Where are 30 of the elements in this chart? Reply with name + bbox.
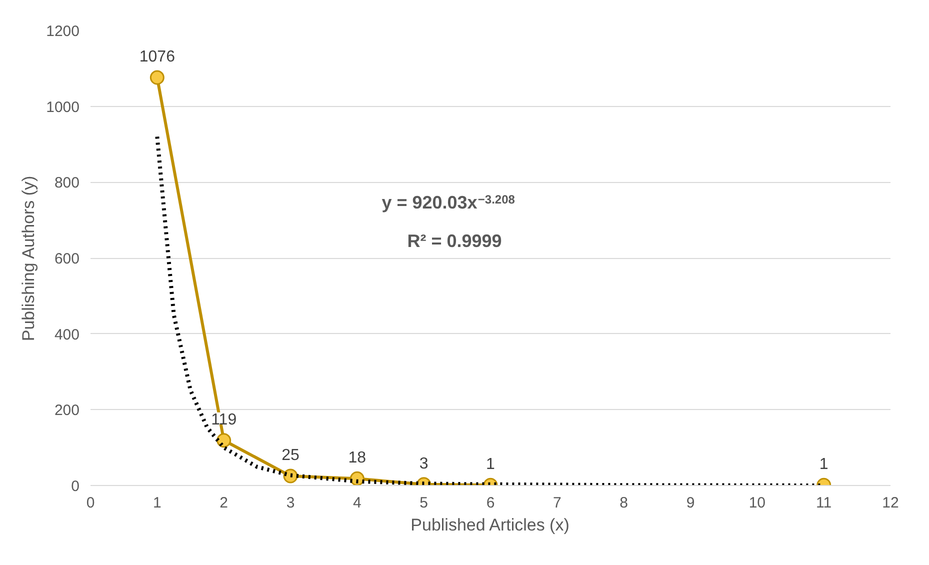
x-tick-label: 5 <box>420 494 428 512</box>
x-tick-label: 0 <box>86 494 95 512</box>
data-label: 119 <box>211 411 237 428</box>
x-tick-label: 9 <box>686 494 695 512</box>
x-tick-label: 7 <box>552 494 562 512</box>
x-tick-label: 10 <box>748 494 766 512</box>
y-tick-label: 1200 <box>46 23 80 40</box>
x-tick-label: 6 <box>486 494 495 512</box>
x-tick-label: 2 <box>220 494 228 512</box>
data-label: 25 <box>282 447 300 464</box>
annotation: R² = 0.9999 <box>407 231 502 252</box>
x-tick-label: 12 <box>882 494 899 512</box>
x-axis-title: Published Articles (x) <box>410 516 570 534</box>
y-tick-label: 400 <box>54 326 80 344</box>
data-label: 18 <box>348 450 366 467</box>
x-tick-label: 8 <box>620 494 628 512</box>
y-tick-label: 1000 <box>46 98 80 116</box>
data-label: 1 <box>486 456 496 474</box>
data-label: 1076 <box>139 48 176 66</box>
y-tick-label: 800 <box>54 174 80 192</box>
x-tick-label: 3 <box>286 494 295 512</box>
y-tick-label: 0 <box>71 478 80 495</box>
x-tick-label: 4 <box>352 494 362 512</box>
data-label: 3 <box>419 455 428 472</box>
y-tick-label: 200 <box>54 402 80 420</box>
x-tick-label: 1 <box>152 494 162 512</box>
data-label: 1 <box>819 456 828 474</box>
y-tick-label: 600 <box>54 250 80 268</box>
x-tick-label: 11 <box>816 494 832 512</box>
y-axis-title: Publishing Authors (y) <box>19 176 38 342</box>
